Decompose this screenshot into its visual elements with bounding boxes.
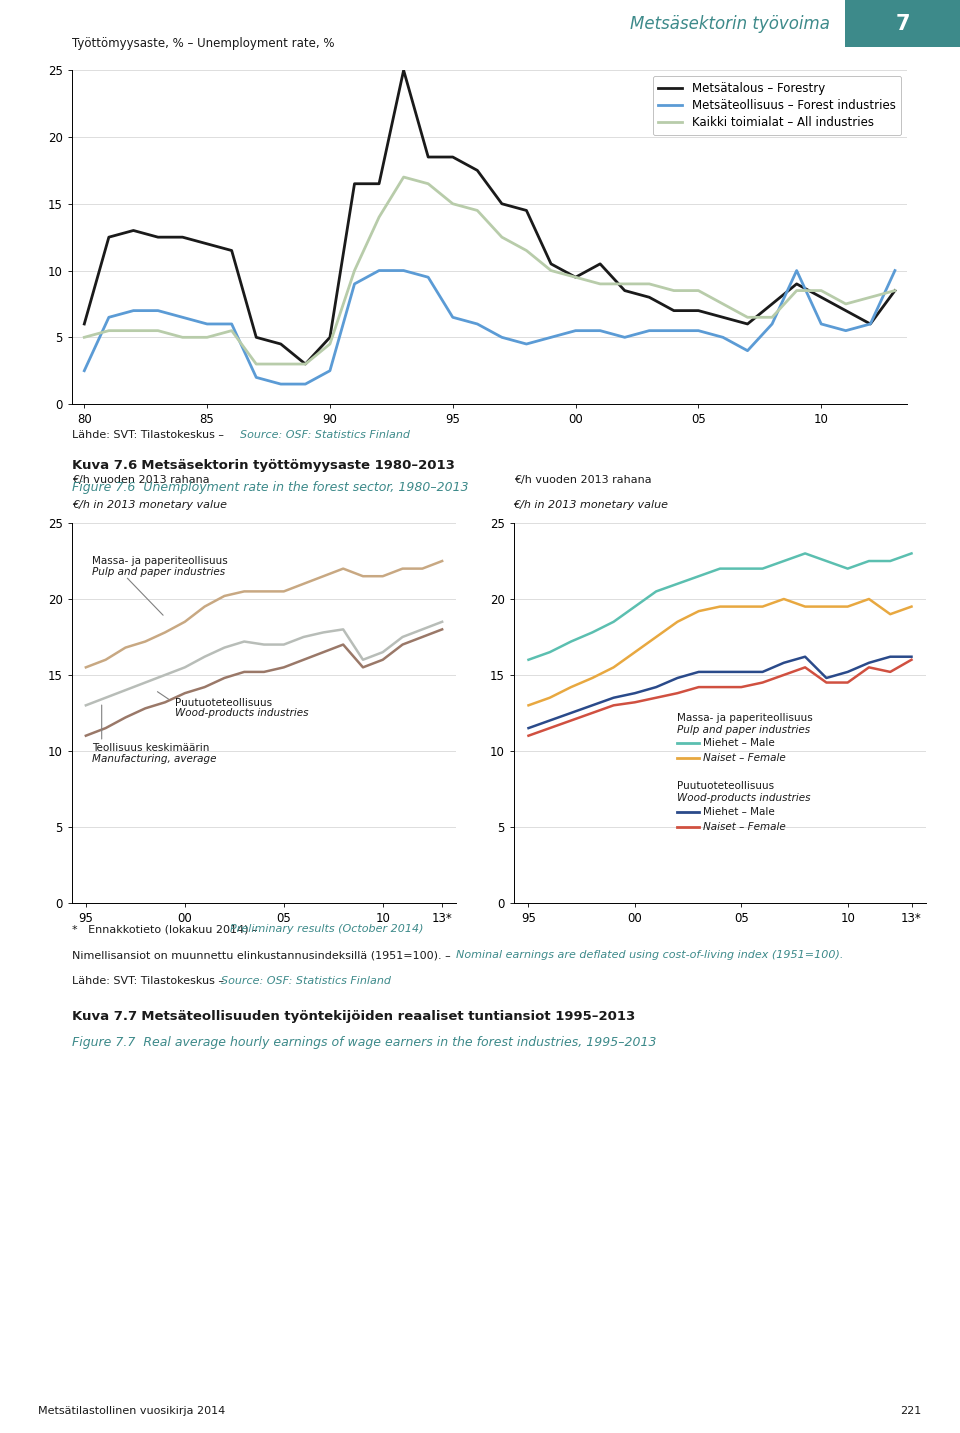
Text: Manufacturing, average: Manufacturing, average [92, 754, 216, 764]
Text: Pulp and paper industries: Pulp and paper industries [92, 567, 225, 577]
Bar [845, 0, 960, 47]
Text: €/h vuoden 2013 rahana: €/h vuoden 2013 rahana [72, 476, 209, 484]
Text: Pulp and paper industries: Pulp and paper industries [678, 725, 810, 735]
Text: Metsäsektorin työttömyysaste 1980–2013: Metsäsektorin työttömyysaste 1980–2013 [132, 459, 454, 471]
Text: Massa- ja paperiteollisuus: Massa- ja paperiteollisuus [678, 714, 813, 722]
Text: Preliminary results (October 2014): Preliminary results (October 2014) [230, 924, 424, 934]
Text: Wood-products industries: Wood-products industries [678, 794, 811, 804]
Text: *   Ennakkotieto (lokakuu 2014) –: * Ennakkotieto (lokakuu 2014) – [72, 924, 261, 934]
Text: Metsäsektorin työvoima: Metsäsektorin työvoima [631, 14, 830, 33]
Text: Teollisuus keskimäärin: Teollisuus keskimäärin [92, 744, 209, 754]
Text: 7: 7 [895, 14, 910, 33]
Text: €/h in 2013 monetary value: €/h in 2013 monetary value [72, 500, 227, 510]
Text: Figure 7.6  Unemployment rate in the forest sector, 1980–2013: Figure 7.6 Unemployment rate in the fore… [72, 481, 468, 494]
Text: Massa- ja paperiteollisuus: Massa- ja paperiteollisuus [92, 556, 228, 566]
Text: Kuva 7.7: Kuva 7.7 [72, 1010, 137, 1023]
Text: Naiset – Female: Naiset – Female [703, 823, 785, 831]
Text: €/h vuoden 2013 rahana: €/h vuoden 2013 rahana [514, 476, 651, 484]
Text: Wood-products industries: Wood-products industries [175, 708, 308, 718]
Text: Source: OSF: Statistics Finland: Source: OSF: Statistics Finland [221, 976, 391, 986]
Legend: Metsätalous – Forestry, Metsäteollisuus – Forest industries, Kaikki toimialat – : Metsätalous – Forestry, Metsäteollisuus … [653, 76, 901, 135]
Bar [0, 0, 845, 47]
Text: Puutuoteteollisuus: Puutuoteteollisuus [175, 698, 272, 708]
Text: Puutuoteteollisuus: Puutuoteteollisuus [678, 781, 775, 791]
Text: Nimellisansiot on muunnettu elinkustannusindeksillä (1951=100). –: Nimellisansiot on muunnettu elinkustannu… [72, 950, 454, 960]
Text: €/h in 2013 monetary value: €/h in 2013 monetary value [514, 500, 668, 510]
Text: Metsäteollisuuden työntekijöiden reaaliset tuntiansiot 1995–2013: Metsäteollisuuden työntekijöiden reaalis… [132, 1010, 635, 1023]
Text: Lähde: SVT: Tilastokeskus –: Lähde: SVT: Tilastokeskus – [72, 976, 228, 986]
Text: Nominal earnings are deflated using cost-of-living index (1951=100).: Nominal earnings are deflated using cost… [456, 950, 844, 960]
Text: 221: 221 [900, 1406, 922, 1416]
Text: Lähde: SVT: Tilastokeskus –: Lähde: SVT: Tilastokeskus – [72, 430, 228, 440]
Text: Kuva 7.6: Kuva 7.6 [72, 459, 137, 471]
Text: Metsätilastollinen vuosikirja 2014: Metsätilastollinen vuosikirja 2014 [38, 1406, 226, 1416]
Text: Miehet – Male: Miehet – Male [703, 738, 775, 748]
Text: Source: OSF: Statistics Finland: Source: OSF: Statistics Finland [240, 430, 410, 440]
Text: Miehet – Male: Miehet – Male [703, 807, 775, 817]
Text: Figure 7.7  Real average hourly earnings of wage earners in the forest industrie: Figure 7.7 Real average hourly earnings … [72, 1036, 657, 1049]
Text: Naiset – Female: Naiset – Female [703, 754, 785, 764]
Text: Työttömyysaste, % – Unemployment rate, %: Työttömyysaste, % – Unemployment rate, % [72, 37, 334, 50]
